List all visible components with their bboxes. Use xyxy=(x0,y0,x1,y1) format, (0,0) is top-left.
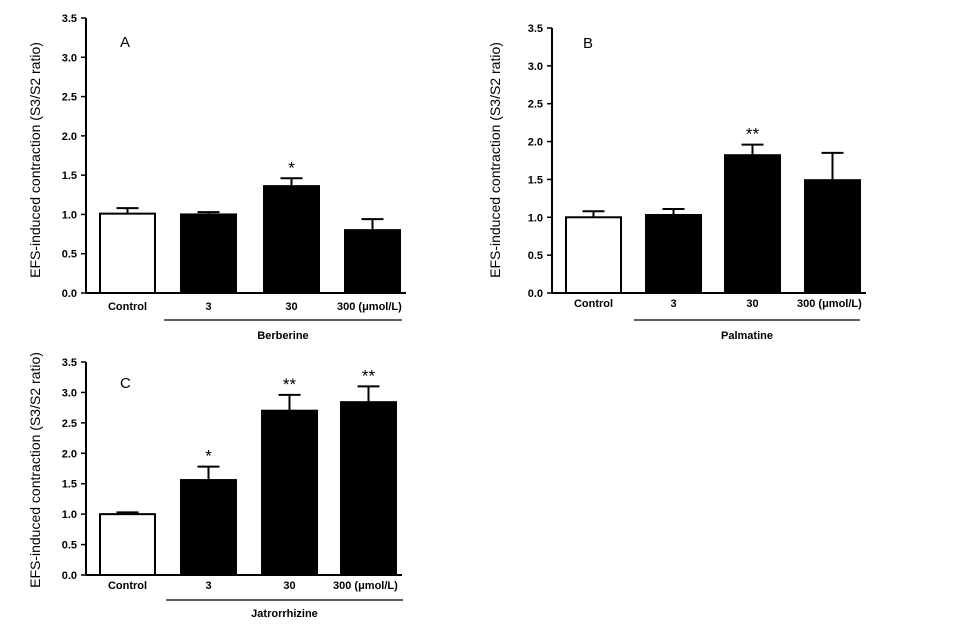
bar xyxy=(804,179,861,294)
panel-label: C xyxy=(120,375,131,392)
y-tick-label: 1.5 xyxy=(528,174,543,186)
x-tick-label: 300 (μmol/L) xyxy=(797,298,862,310)
y-tick-label: 1.0 xyxy=(528,212,543,224)
significance-marker: * xyxy=(205,447,212,466)
x-tick-label: 30 xyxy=(283,580,295,592)
significance-marker: ** xyxy=(362,366,376,385)
bar xyxy=(645,214,702,294)
bar xyxy=(565,216,622,295)
bar xyxy=(344,229,401,294)
panel-a: 0.0 0.5 1.0 1.5 2.0 2.5 3.0 3.5 EFS-induced cont… xyxy=(27,13,406,342)
y-tick-label: 2.0 xyxy=(528,137,543,149)
y-axis-label: EFS-induced contraction (S3/S2 ratio) xyxy=(27,352,43,588)
y-tick-label: 3.5 xyxy=(62,13,77,25)
y-tick-label: 2.5 xyxy=(62,92,77,104)
y-tick-label: 3.0 xyxy=(528,61,543,73)
y-tick-label: 1.5 xyxy=(62,170,77,182)
x-tick-label: 30 xyxy=(285,301,297,313)
significance-marker: ** xyxy=(283,375,297,394)
y-tick-label: 1.5 xyxy=(62,479,77,491)
x-tick-label: 30 xyxy=(746,298,758,310)
significance-marker: ** xyxy=(746,125,760,144)
x-tick-label: 3 xyxy=(205,301,211,313)
y-tick-label: 2.0 xyxy=(62,131,77,143)
y-tick-label: 0.5 xyxy=(62,249,77,261)
y-tick-label: 2.0 xyxy=(62,448,77,460)
bar xyxy=(724,154,781,294)
y-tick-label: 0.0 xyxy=(528,288,543,300)
y-axis-label: EFS-induced contraction (S3/S2 ratio) xyxy=(27,42,43,278)
y-tick-label: 0.5 xyxy=(62,540,77,552)
group-label: Jatrorrhizine xyxy=(251,608,318,620)
y-tick-label: 3.5 xyxy=(62,357,77,369)
bar xyxy=(261,409,318,576)
y-tick-label: 0.0 xyxy=(62,288,77,300)
y-axis-label: EFS-induced contraction (S3/S2 ratio) xyxy=(487,42,503,278)
x-tick-label: Control xyxy=(108,301,147,313)
y-tick-label: 2.5 xyxy=(528,99,543,111)
y-tick-label: 2.5 xyxy=(62,418,77,430)
bar xyxy=(180,479,237,577)
y-tick-label: 0.0 xyxy=(62,570,77,582)
bar xyxy=(99,513,156,577)
group-label: Palmatine xyxy=(721,330,773,342)
bar xyxy=(263,185,320,294)
x-tick-label: 3 xyxy=(670,298,676,310)
bar xyxy=(340,401,397,576)
panel-b: 0.0 0.5 1.0 1.5 2.0 2.5 3.0 3.5 EFS-induced cont… xyxy=(487,23,866,342)
y-tick-label: 3.0 xyxy=(62,387,77,399)
significance-marker: * xyxy=(288,158,295,177)
group-label: Berberine xyxy=(257,330,308,342)
bar xyxy=(180,213,237,294)
panel-label: A xyxy=(120,34,130,51)
x-tick-label: Control xyxy=(108,580,147,592)
y-tick-label: 3.5 xyxy=(528,23,543,35)
panel-c: 0.0 0.5 1.0 1.5 2.0 2.5 3.0 3.5 EFS-induced cont… xyxy=(27,352,403,620)
x-tick-label: 300 (μmol/L) xyxy=(337,301,402,313)
x-tick-label: 300 (μmol/L) xyxy=(333,580,398,592)
bar xyxy=(99,212,156,294)
y-tick-label: 1.0 xyxy=(62,209,77,221)
y-tick-label: 0.5 xyxy=(528,250,543,262)
y-tick-label: 1.0 xyxy=(62,509,77,521)
y-tick-label: 3.0 xyxy=(62,52,77,64)
panel-label: B xyxy=(583,35,593,52)
x-tick-label: Control xyxy=(574,298,613,310)
x-tick-label: 3 xyxy=(205,580,211,592)
